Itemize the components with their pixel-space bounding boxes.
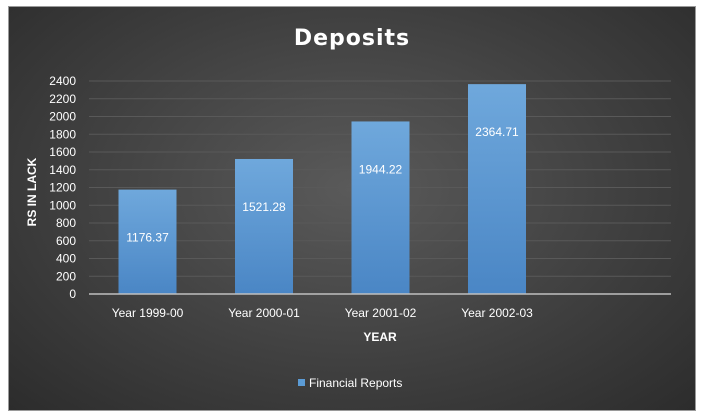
- x-category-label: Year 2000-01: [228, 306, 300, 320]
- y-axis-title: RS IN LACK: [25, 157, 39, 226]
- x-axis-title: YEAR: [363, 330, 397, 344]
- bar: [118, 189, 177, 294]
- legend-swatch: [298, 379, 305, 386]
- y-tick-label: 400: [56, 252, 76, 266]
- bar: [468, 84, 526, 294]
- y-tick-label: 1200: [49, 181, 76, 195]
- y-tick-label: 1000: [49, 198, 76, 212]
- chart-title: Deposits: [294, 26, 410, 51]
- y-tick-label: 2200: [49, 92, 76, 106]
- y-tick-label: 1600: [49, 145, 76, 159]
- y-tick-label: 1800: [49, 127, 76, 141]
- x-axis-categories: Year 1999-00 Year 2000-01 Year 2001-02 Year…: [112, 306, 533, 320]
- bars: [118, 84, 526, 295]
- y-tick-label: 200: [56, 269, 76, 283]
- data-label: 1176.37: [126, 231, 169, 245]
- y-tick-label: 2400: [49, 74, 76, 88]
- x-category-label: Year 2002-03: [461, 306, 533, 320]
- data-label: 1944.22: [359, 162, 403, 176]
- y-tick-label: 1400: [49, 163, 76, 177]
- chart-area: Deposits 0 200 400 600 800 1000 1200 1400 1600 18…: [8, 6, 696, 411]
- bar: [235, 158, 293, 294]
- y-tick-label: 600: [56, 234, 76, 248]
- x-category-label: Year 2001-02: [345, 306, 417, 320]
- x-category-label: Year 1999-00: [112, 306, 184, 320]
- bar: [351, 121, 410, 295]
- deposits-chart: Deposits 0 200 400 600 800 1000 1200 1400 1600 18…: [25, 26, 671, 390]
- y-tick-label: 800: [56, 216, 76, 230]
- y-tick-label: 0: [69, 287, 76, 301]
- legend-label: Financial Reports: [309, 376, 402, 390]
- data-labels: 1176.37 1521.28 1944.22 2364.71: [126, 125, 519, 244]
- y-axis-ticks: 0 200 400 600 800 1000 1200 1400 1600 1800 2000 220…: [49, 74, 76, 301]
- y-tick-label: 2000: [49, 110, 76, 124]
- data-label: 1521.28: [242, 200, 286, 214]
- data-label: 2364.71: [475, 125, 519, 139]
- legend: Financial Reports: [298, 376, 402, 390]
